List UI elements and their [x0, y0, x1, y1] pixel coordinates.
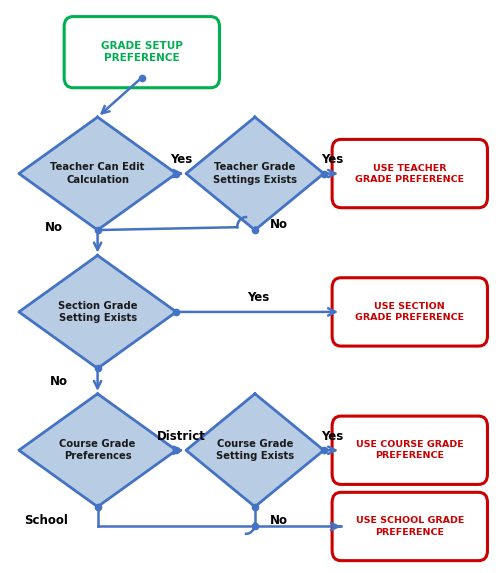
- Text: Section Grade
Setting Exists: Section Grade Setting Exists: [58, 301, 138, 323]
- Text: No: No: [50, 375, 68, 387]
- Text: USE COURSE GRADE
PREFERENCE: USE COURSE GRADE PREFERENCE: [356, 440, 464, 460]
- Text: School: School: [24, 515, 68, 527]
- Polygon shape: [186, 117, 324, 230]
- Text: Teacher Grade
Settings Exists: Teacher Grade Settings Exists: [213, 162, 297, 185]
- Text: USE TEACHER
GRADE PREFERENCE: USE TEACHER GRADE PREFERENCE: [355, 163, 465, 183]
- Polygon shape: [19, 256, 176, 368]
- Text: Yes: Yes: [248, 291, 270, 304]
- Polygon shape: [19, 394, 176, 507]
- Text: Course Grade
Preferences: Course Grade Preferences: [60, 439, 136, 461]
- FancyBboxPatch shape: [332, 278, 488, 346]
- FancyBboxPatch shape: [64, 17, 220, 88]
- Polygon shape: [186, 394, 324, 507]
- Polygon shape: [19, 117, 176, 230]
- Text: GRADE SETUP
PREFERENCE: GRADE SETUP PREFERENCE: [101, 41, 183, 64]
- Text: Yes: Yes: [170, 153, 192, 166]
- Text: USE SECTION
GRADE PREFERENCE: USE SECTION GRADE PREFERENCE: [355, 302, 465, 322]
- Text: No: No: [45, 221, 63, 234]
- FancyBboxPatch shape: [332, 139, 488, 208]
- FancyBboxPatch shape: [332, 416, 488, 484]
- FancyBboxPatch shape: [332, 492, 488, 560]
- Text: No: No: [270, 515, 287, 527]
- Text: Teacher Can Edit
Calculation: Teacher Can Edit Calculation: [50, 162, 145, 185]
- Text: Course Grade
Setting Exists: Course Grade Setting Exists: [216, 439, 294, 461]
- Text: Yes: Yes: [321, 430, 344, 442]
- Text: Yes: Yes: [321, 153, 344, 166]
- Text: District: District: [156, 430, 206, 442]
- Text: USE SCHOOL GRADE
PREFERENCE: USE SCHOOL GRADE PREFERENCE: [356, 516, 464, 536]
- Text: No: No: [270, 218, 287, 231]
